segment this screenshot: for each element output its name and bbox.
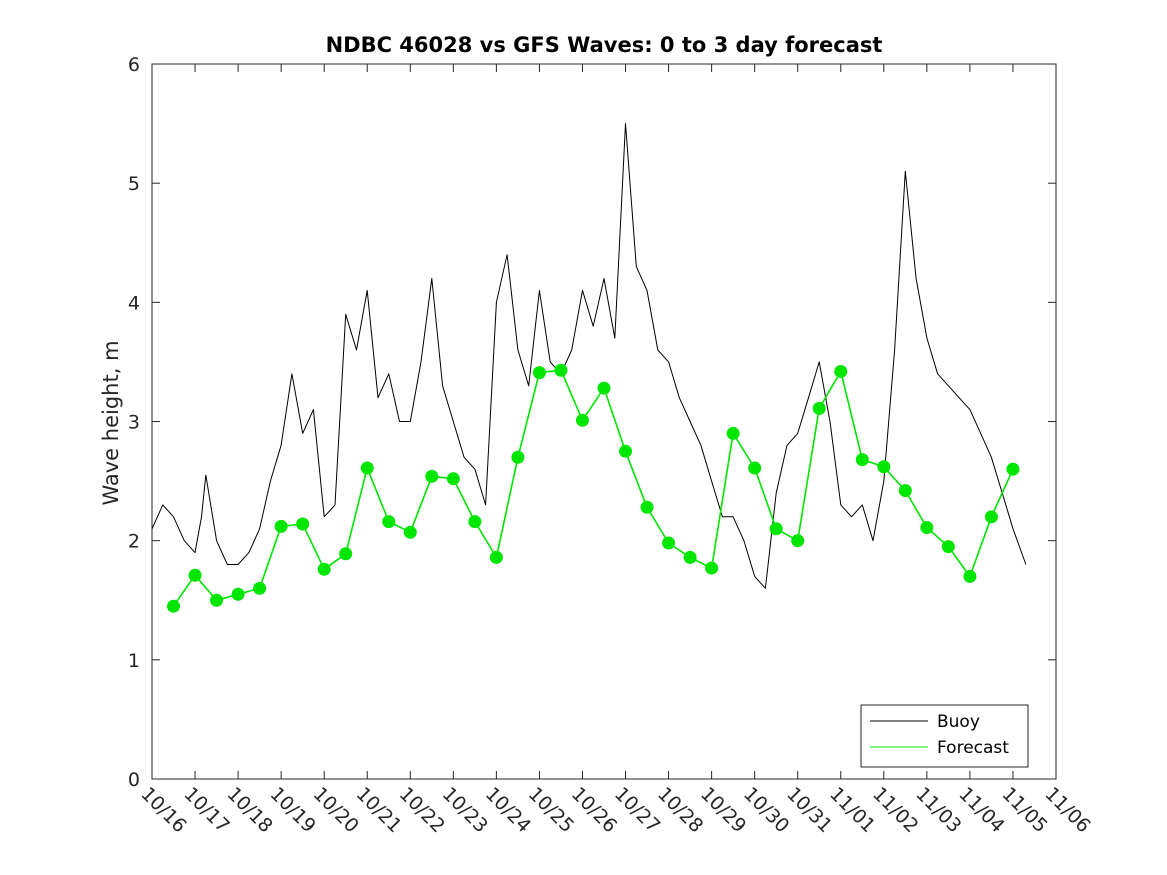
forecast-point — [834, 364, 848, 378]
x-tick-label: 10/28 — [653, 783, 707, 837]
x-tick-label: 11/06 — [1040, 783, 1094, 837]
x-tick-label: 10/29 — [696, 783, 750, 837]
forecast-point — [382, 515, 396, 529]
forecast-point — [812, 401, 826, 415]
forecast-point — [984, 510, 998, 524]
y-tick-label: 5 — [128, 173, 140, 195]
forecast-point — [167, 599, 181, 613]
forecast-point — [619, 444, 633, 458]
x-tick-label: 10/20 — [309, 783, 363, 837]
y-tick-label: 2 — [128, 531, 140, 553]
forecast-point — [963, 569, 977, 583]
x-tick-label: 11/05 — [997, 783, 1051, 837]
x-tick-label: 10/18 — [223, 783, 277, 837]
forecast-series-line — [172, 369, 1014, 607]
forecast-point — [683, 550, 697, 564]
forecast-point — [898, 484, 912, 498]
legend-box — [860, 704, 1029, 768]
x-tick-label: 11/03 — [911, 783, 965, 837]
legend-forecast-label: Forecast — [937, 738, 1009, 758]
forecast-point — [339, 547, 353, 561]
x-tick-label: 10/24 — [481, 783, 535, 837]
x-tick-label: 10/26 — [567, 783, 621, 837]
legend: Buoy Forecast — [860, 704, 1029, 768]
x-tick-label: 10/23 — [438, 783, 492, 837]
x-tick-label: 11/04 — [954, 783, 1008, 837]
y-tick-label: 1 — [128, 650, 140, 672]
forecast-point — [274, 519, 288, 533]
forecast-point — [748, 461, 762, 475]
y-tick-label: 0 — [128, 769, 140, 791]
x-tick-label: 10/21 — [352, 783, 406, 837]
forecast-point — [425, 469, 439, 483]
forecast-point — [468, 515, 482, 529]
forecast-point — [575, 413, 589, 427]
forecast-point — [253, 581, 267, 595]
legend-buoy-label: Buoy — [937, 712, 980, 732]
forecast-point — [597, 381, 611, 395]
y-axis-label: Wave height, m — [99, 340, 123, 505]
forecast-point — [188, 568, 202, 582]
forecast-point — [317, 562, 331, 576]
chart-title: NDBC 46028 vs GFS Waves: 0 to 3 day fore… — [326, 33, 883, 57]
forecast-point — [705, 561, 719, 575]
x-tick-label: 10/31 — [782, 783, 836, 837]
forecast-point — [941, 540, 955, 554]
x-tick-label: 10/27 — [610, 783, 664, 837]
y-tick-label: 6 — [128, 54, 140, 76]
forecast-point — [855, 453, 869, 467]
x-tick-label: 10/25 — [524, 783, 578, 837]
forecast-point — [726, 426, 740, 440]
forecast-point — [511, 450, 525, 464]
x-tick-label: 11/01 — [825, 783, 879, 837]
forecast-point — [920, 521, 934, 535]
x-tick-label: 10/22 — [395, 783, 449, 837]
x-tick-label: 10/19 — [266, 783, 320, 837]
forecast-point — [403, 525, 417, 539]
x-tick-label: 11/02 — [868, 783, 922, 837]
forecast-point — [791, 534, 805, 548]
forecast-point — [532, 366, 546, 380]
forecast-point — [1006, 462, 1020, 476]
forecast-point — [231, 587, 245, 601]
forecast-point — [640, 500, 654, 514]
y-tick-label: 4 — [128, 292, 140, 314]
forecast-point — [489, 550, 503, 564]
forecast-point — [554, 363, 568, 377]
forecast-point — [662, 536, 676, 550]
forecast-point — [769, 522, 783, 536]
plot-area — [151, 63, 1057, 780]
forecast-point — [360, 461, 374, 475]
x-tick-label: 10/30 — [739, 783, 793, 837]
y-tick-label: 3 — [128, 412, 140, 434]
x-tick-label: 10/16 — [136, 783, 190, 837]
forecast-point — [877, 460, 891, 474]
forecast-point — [446, 472, 460, 486]
forecast-point — [296, 517, 310, 531]
forecast-point — [210, 593, 224, 607]
buoy-series-line — [151, 123, 1027, 589]
x-tick-label: 10/17 — [180, 783, 234, 837]
